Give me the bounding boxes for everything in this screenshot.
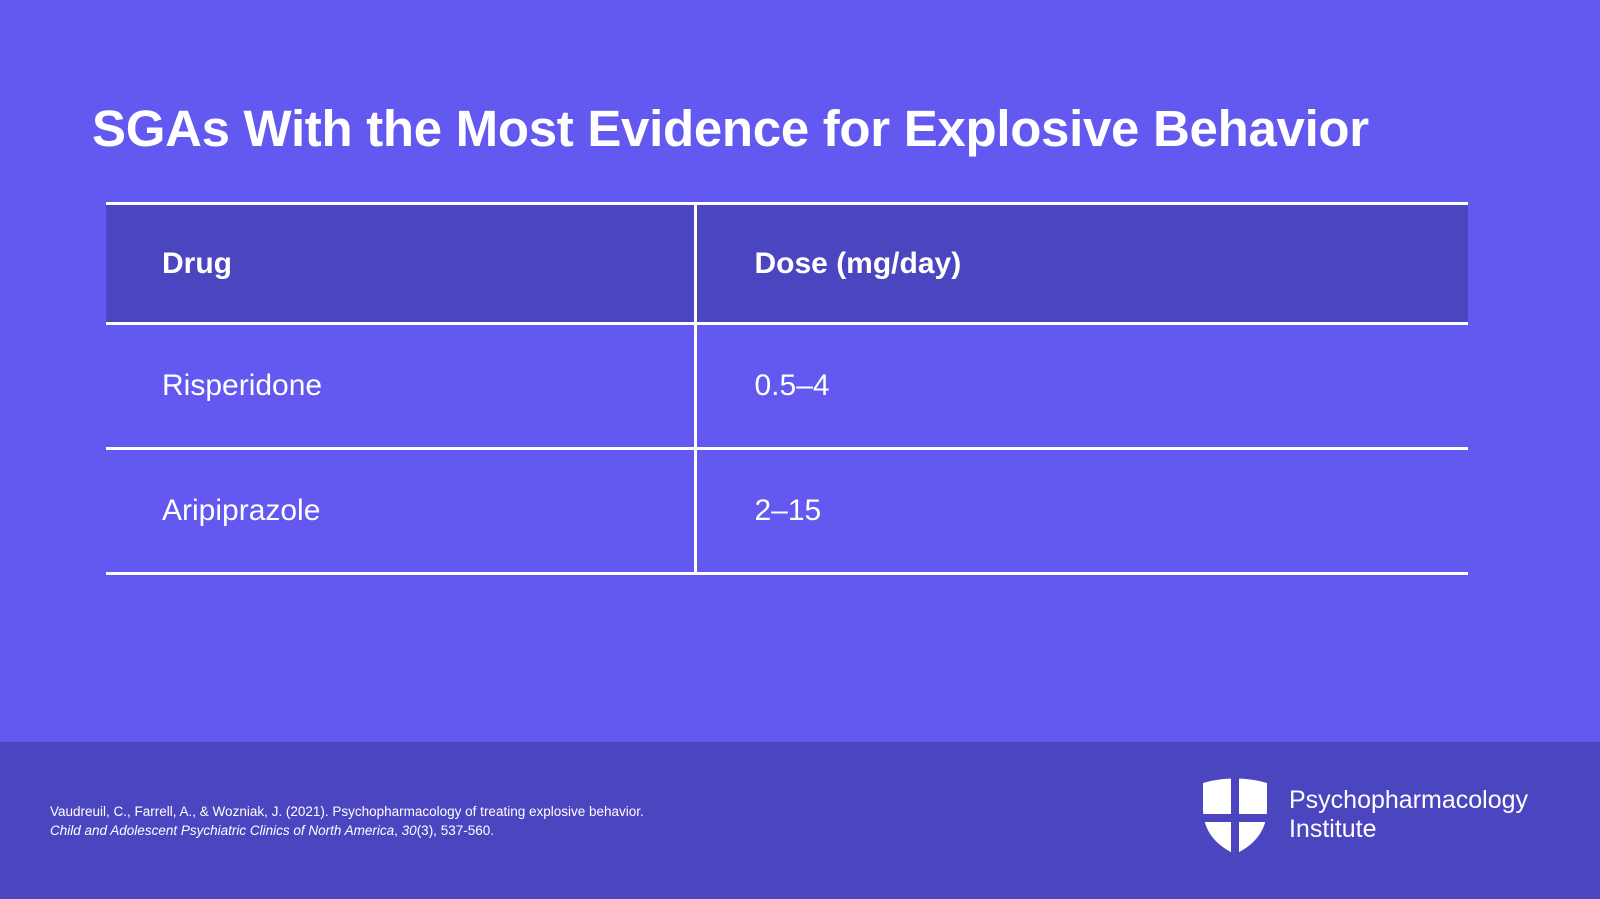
cell-drug-dose: 0.5–4 bbox=[695, 323, 1468, 450]
table-row: Risperidone 0.5–4 bbox=[106, 323, 1468, 450]
table-body: Risperidone 0.5–4 Aripiprazole 2–15 bbox=[106, 323, 1468, 575]
shield-icon bbox=[1199, 775, 1271, 855]
sga-dose-table: Drug Dose (mg/day) Risperidone 0.5–4 Ari… bbox=[106, 202, 1468, 575]
brand-name-line-2: Institute bbox=[1288, 815, 1377, 843]
column-header-drug: Drug bbox=[106, 202, 697, 325]
footer-band bbox=[0, 742, 1600, 899]
citation-block: Vaudreuil, C., Farrell, A., & Wozniak, J… bbox=[50, 802, 644, 840]
dose-table-container: Drug Dose (mg/day) Risperidone 0.5–4 Ari… bbox=[106, 202, 1468, 575]
table-row: Aripiprazole 2–15 bbox=[106, 448, 1468, 575]
citation-issue-pages: (3), 537-560. bbox=[416, 823, 494, 839]
column-header-dose: Dose (mg/day) bbox=[695, 202, 1468, 325]
citation-line-2: Child and Adolescent Psychiatric Clinics… bbox=[50, 821, 644, 840]
table-header: Drug Dose (mg/day) bbox=[106, 202, 1468, 325]
citation-volume: 30 bbox=[401, 823, 417, 839]
brand-name-line-1: Psychopharmacology bbox=[1288, 785, 1528, 814]
citation-separator: , bbox=[394, 823, 402, 839]
citation-line-1: Vaudreuil, C., Farrell, A., & Wozniak, J… bbox=[50, 804, 644, 819]
cell-drug-name: Aripiprazole bbox=[106, 448, 697, 575]
brand-logo: Psychopharmacology Institute bbox=[1199, 775, 1528, 855]
cell-drug-dose: 2–15 bbox=[695, 448, 1468, 575]
cell-drug-name: Risperidone bbox=[106, 323, 697, 450]
brand-logo-text: Psychopharmacology Institute bbox=[1289, 786, 1528, 845]
table-header-row: Drug Dose (mg/day) bbox=[106, 202, 1468, 325]
page-title: SGAs With the Most Evidence for Explosiv… bbox=[92, 100, 1369, 158]
citation-journal-title: Child and Adolescent Psychiatric Clinics… bbox=[50, 823, 395, 839]
